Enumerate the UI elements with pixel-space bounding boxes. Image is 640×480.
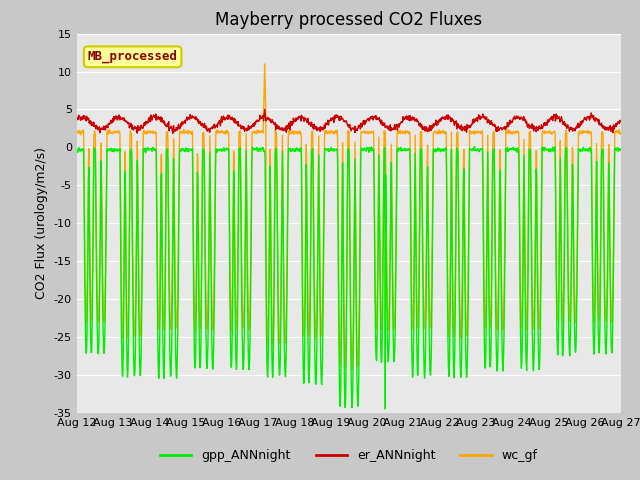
gpp_ANNnight <box>434 147 442 153</box>
er_ANNnight <box>255 118 263 124</box>
gpp_ANNnight <box>381 406 389 412</box>
wc_gf <box>553 298 561 303</box>
er_ANNnight <box>505 120 513 126</box>
wc_gf <box>73 129 81 134</box>
Text: MB_processed: MB_processed <box>88 50 178 63</box>
wc_gf <box>261 61 269 67</box>
gpp_ANNnight <box>470 144 478 149</box>
Y-axis label: CO2 Flux (urology/m2/s): CO2 Flux (urology/m2/s) <box>35 147 48 299</box>
Line: wc_gf: wc_gf <box>77 64 621 370</box>
wc_gf <box>180 130 188 135</box>
er_ANNnight <box>73 117 81 122</box>
er_ANNnight <box>261 107 269 112</box>
Title: Mayberry processed CO2 Fluxes: Mayberry processed CO2 Fluxes <box>215 11 483 29</box>
wc_gf <box>255 130 262 135</box>
gpp_ANNnight <box>180 148 188 154</box>
er_ANNnight <box>617 118 625 123</box>
wc_gf <box>617 132 625 137</box>
er_ANNnight <box>181 118 189 123</box>
gpp_ANNnight <box>255 146 262 152</box>
er_ANNnight <box>195 119 202 125</box>
er_ANNnight <box>169 131 177 136</box>
wc_gf <box>505 129 513 135</box>
gpp_ANNnight <box>505 147 513 153</box>
gpp_ANNnight <box>553 329 561 335</box>
wc_gf <box>348 367 356 373</box>
gpp_ANNnight <box>617 147 625 153</box>
Line: er_ANNnight: er_ANNnight <box>77 109 621 133</box>
er_ANNnight <box>553 116 561 121</box>
wc_gf <box>434 130 442 135</box>
Legend: gpp_ANNnight, er_ANNnight, wc_gf: gpp_ANNnight, er_ANNnight, wc_gf <box>155 444 543 467</box>
gpp_ANNnight <box>194 177 202 182</box>
gpp_ANNnight <box>73 148 81 154</box>
Line: gpp_ANNnight: gpp_ANNnight <box>77 146 621 409</box>
wc_gf <box>194 156 202 161</box>
er_ANNnight <box>434 122 442 128</box>
